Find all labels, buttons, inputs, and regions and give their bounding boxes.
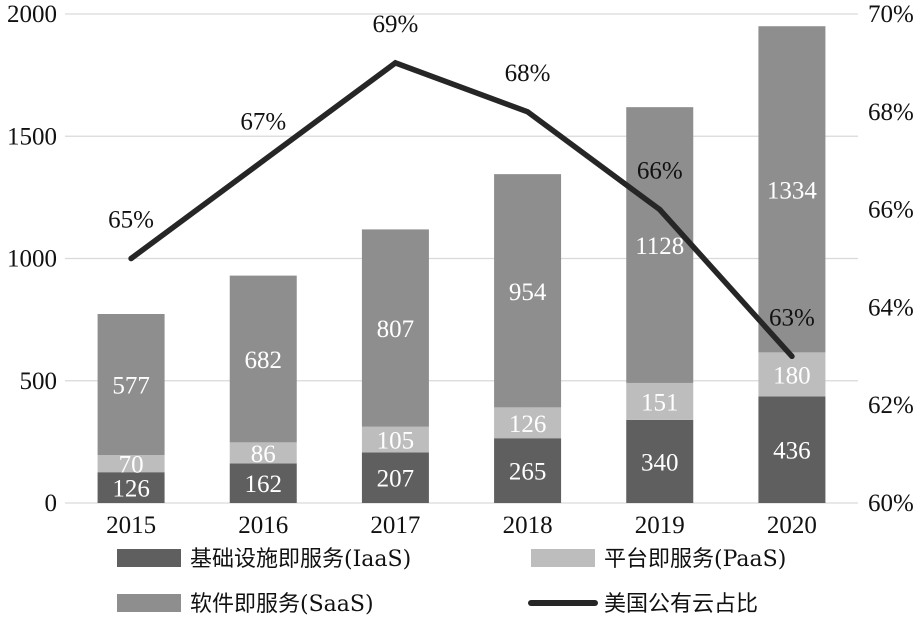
line-point [789,353,795,359]
gridlines [65,13,858,504]
legend-label: 软件即服务(SaaS) [190,592,374,617]
x-tick-label: 2018 [503,512,553,539]
y2-tick-label: 66% [868,197,914,224]
x-tick-label: 2015 [106,512,156,539]
bar-segment [361,452,429,503]
bar-data-label: 86 [251,441,276,468]
x-tick-label: 2020 [767,512,817,539]
bar-data-label: 151 [641,389,679,416]
legend-label: 平台即服务(PaaS) [604,547,786,572]
y-tick-label: 1500 [7,123,57,150]
line-data-label: 63% [769,304,815,331]
bar-data-label: 126 [112,476,150,503]
line-point [260,158,266,164]
line-data-label: 65% [108,207,154,234]
line-path [128,59,795,360]
y2-tick-label: 70% [868,1,914,28]
bar-data-label: 1128 [635,233,684,260]
x-tick-label: 2016 [238,512,288,539]
y-tick-label: 500 [20,368,58,395]
bar-data-label: 162 [245,471,283,498]
legend-swatch [117,549,181,567]
line-data-label: 67% [240,109,286,136]
line-series: 65% 67% 69% 68% 66% 63% [108,11,815,360]
bar-data-label: 954 [509,279,547,306]
bar-segment [229,442,297,464]
bar-segment [626,107,694,383]
bar-segment [97,455,165,473]
bar-segment [758,26,826,353]
bar-data-label: 807 [377,316,415,343]
line-data-label: 69% [373,11,419,38]
bar-segment [626,419,694,503]
y-tick-label: 2000 [7,1,57,28]
bar-segment [361,229,429,427]
y2-tick-label: 68% [868,99,914,126]
legend-label: 美国公有云占比 [604,592,758,617]
bar-data-label: 577 [112,373,150,400]
legend: 基础设施即服务(IaaS) 平台即服务(PaaS) 软件即服务(SaaS) 美国公有云… [117,547,786,617]
bar-segment [626,382,694,420]
bar-data-label: 180 [773,362,811,389]
line-point [657,207,663,213]
legend-swatch [531,549,595,567]
line-data-label: 66% [637,158,683,185]
y-tick-label: 1000 [7,246,57,273]
legend-swatch [117,594,181,612]
line-data-label: 68% [505,60,551,87]
bar-data-label: 207 [377,466,415,493]
bar-segment [229,463,297,503]
line-point [128,255,134,262]
bar-segment [494,438,562,503]
bars: 1267057716286682207105807265126954340151… [97,26,826,503]
bar-data-label: 436 [773,438,811,465]
y2-tick-label: 62% [868,392,914,419]
bar-data-label: 340 [641,449,679,476]
bar-segment [494,174,562,408]
bar-segment [97,314,165,456]
bar-data-label: 682 [245,347,283,374]
bar-segment [229,275,297,443]
bar-segment [758,352,826,397]
y2-tick-label: 60% [868,490,914,517]
bar-data-label: 126 [509,411,547,438]
bar-data-label: 1334 [767,177,818,204]
legend-label: 基础设施即服务(IaaS) [190,547,411,572]
bar-data-label: 265 [509,459,547,486]
bar-segment [97,472,165,503]
bar-segment [361,426,429,453]
line-point [524,109,531,115]
bar-segment [758,396,826,503]
x-tick-label: 2019 [635,512,685,539]
x-tick-label: 2017 [370,512,420,539]
y-tick-label: 0 [45,490,58,517]
bar-data-label: 105 [377,428,415,455]
axes: 0 500 1000 1500 2000 60% 62% 64% 66% 68% 70% 2015 20… [7,1,914,539]
line-point [392,60,399,66]
bar-segment [494,407,562,439]
bar-data-label: 70 [119,452,144,479]
y2-tick-label: 64% [868,294,914,321]
